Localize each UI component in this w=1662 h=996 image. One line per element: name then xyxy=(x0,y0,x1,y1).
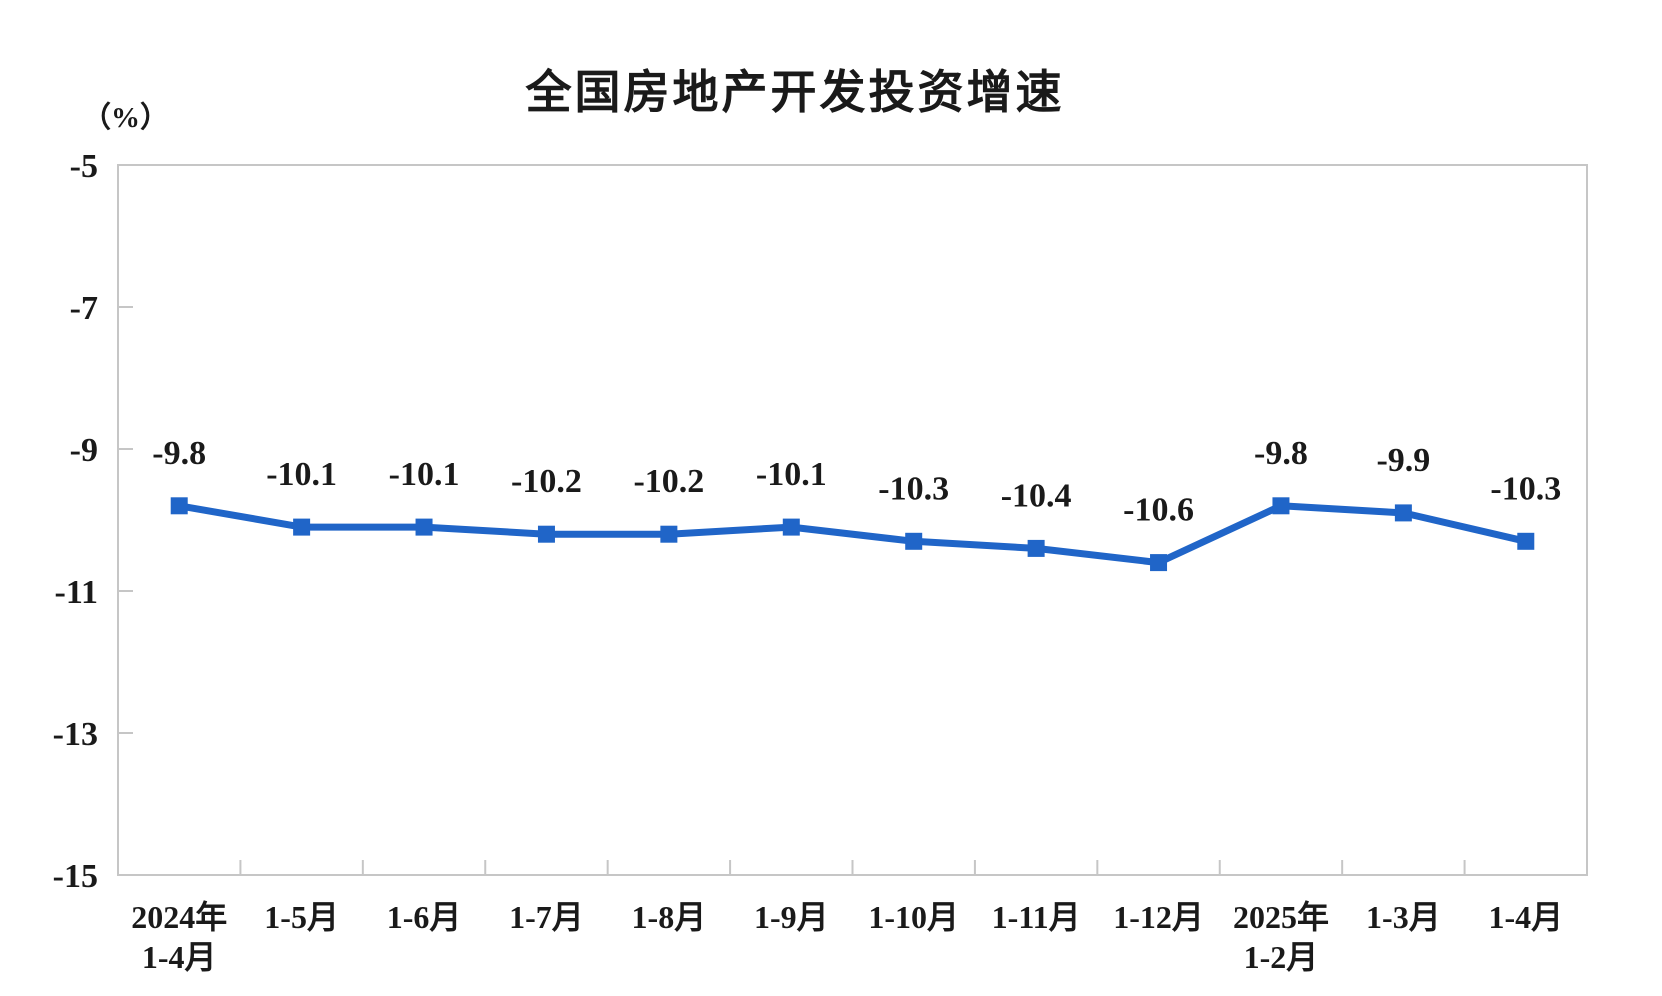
data-point-marker xyxy=(1150,554,1168,572)
data-point-marker xyxy=(1272,497,1290,515)
data-point-label: -9.8 xyxy=(152,435,206,472)
data-line xyxy=(175,502,1530,567)
data-point-label: -10.3 xyxy=(1490,470,1561,507)
data-point-label: -9.9 xyxy=(1376,442,1430,479)
y-axis-tick-label: -7 xyxy=(70,290,98,327)
x-axis-label: 1-3月 xyxy=(1366,899,1441,935)
plot-border xyxy=(117,164,1588,876)
chart-title: 全国房地产开发投资增速 xyxy=(525,66,1065,118)
data-point-label: -10.1 xyxy=(389,456,460,493)
data-point-marker xyxy=(1517,532,1535,550)
x-axis-label: 2025年 1-2月 xyxy=(1233,899,1329,975)
data-point-label: -10.1 xyxy=(266,456,337,493)
data-point-label: -10.6 xyxy=(1123,492,1194,529)
data-point-marker xyxy=(660,525,678,543)
x-axis-label: 1-7月 xyxy=(509,899,584,935)
data-point-label: -10.4 xyxy=(1001,477,1072,514)
x-axis-label: 1-8月 xyxy=(632,899,707,935)
x-axis-label: 1-11月 xyxy=(992,899,1081,935)
x-axis-label: 1-4月 xyxy=(1488,899,1563,935)
y-axis-unit-label: （%） xyxy=(82,102,170,134)
y-axis-tick-label: -5 xyxy=(70,148,98,185)
y-axis-tick-label: -13 xyxy=(53,716,98,753)
x-axis-label: 1-6月 xyxy=(387,899,462,935)
data-point-label: -10.2 xyxy=(633,463,704,500)
data-point-marker xyxy=(170,497,188,515)
y-axis-tick-label: -15 xyxy=(53,858,98,895)
x-axis-label: 1-12月 xyxy=(1113,899,1204,935)
data-point-label: -9.8 xyxy=(1254,435,1308,472)
x-axis-label: 1-5月 xyxy=(264,899,339,935)
data-point-marker xyxy=(782,518,800,536)
x-axis-label: 2024年 1-4月 xyxy=(131,899,227,975)
data-point-marker xyxy=(905,532,923,550)
data-point-marker xyxy=(1027,539,1045,557)
data-point-marker xyxy=(537,525,555,543)
data-point-label: -10.2 xyxy=(511,463,582,500)
y-axis-tick-label: -9 xyxy=(70,432,98,469)
data-point-label: -10.1 xyxy=(756,456,827,493)
data-point-marker xyxy=(1394,504,1412,522)
data-point-marker xyxy=(415,518,433,536)
x-axis-label: 1-9月 xyxy=(754,899,829,935)
data-point-label: -10.3 xyxy=(878,470,949,507)
x-axis-label: 1-10月 xyxy=(868,899,959,935)
data-point-marker xyxy=(293,518,311,536)
y-axis-tick-label: -11 xyxy=(55,574,98,611)
